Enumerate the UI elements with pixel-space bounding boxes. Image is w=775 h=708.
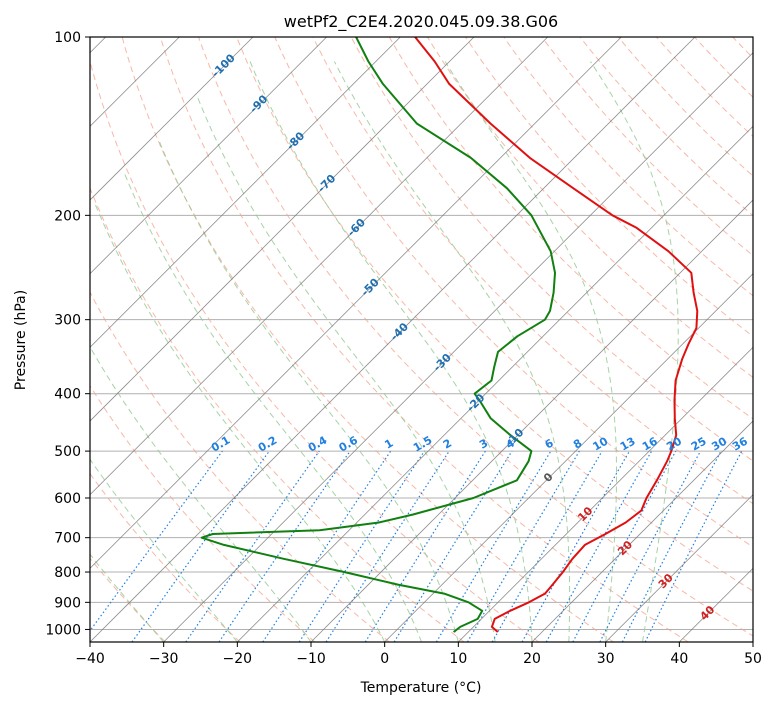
isotherm-line [90,37,622,569]
moist-adiabat [249,61,533,642]
x-tick-label: −30 [149,651,179,667]
mixing-ratio-line [572,450,677,642]
dry-adiabat [312,37,753,505]
dry-adiabat [503,37,753,297]
mixing-ratio-line [131,450,270,642]
isotherm-line [90,37,401,348]
isotherms [90,37,753,642]
dry-adiabat [274,37,753,548]
moist-adiabat [124,173,422,642]
y-axis-ticks: 1000 900 800 700 600 500 400 300 200 100 [45,30,90,638]
x-tick-label: 30 [597,651,615,667]
moist-adiabats [90,61,679,642]
x-tick-label: −20 [223,651,253,667]
x-tick-label: 0 [380,651,389,667]
moist-adiabat [195,94,496,642]
x-tick-label: −40 [75,651,105,667]
moist-adiabat [90,345,312,642]
isotherm-line [531,420,753,642]
dry-adiabat [90,186,465,642]
y-tick-label: 1000 [45,622,81,638]
dry-adiabats [90,37,753,642]
mixing-ratio-line [364,450,486,642]
chart-title: wetPf2_C2E4.2020.045.09.38.G06 [284,12,558,32]
x-tick-label: −10 [296,651,326,667]
isotherm-line [237,125,753,642]
dewpoint-profile-line [200,37,556,633]
y-tick-label: 400 [54,387,81,403]
mixing-ratio-line [521,450,631,642]
y-tick-label: 100 [54,30,81,46]
isotherm-line [163,52,753,642]
y-axis-title: Pressure (hPa) [13,290,29,390]
y-tick-label: 900 [54,595,81,611]
isotherm-line [90,37,254,201]
moist-adiabat [90,553,165,642]
isotherm-line [458,346,753,642]
x-tick-label: 50 [744,651,762,667]
y-tick-label: 800 [54,565,81,581]
dry-adiabat [236,37,753,592]
mixing-ratio-line [218,450,351,642]
dry-adiabat [198,37,753,637]
isotherm-line [384,273,753,642]
mixing-ratio-line [393,450,513,642]
mixing-ratio-line [435,450,552,642]
x-tick-label: 10 [449,651,467,667]
x-tick-label: 20 [523,651,541,667]
moist-adiabat [444,61,617,642]
isotherm-line [90,37,475,422]
dry-adiabat [159,37,689,642]
plot-frame [89,36,754,643]
mixing-ratio-line [466,450,580,642]
dry-adiabat [617,37,753,177]
mixing-ratio-lines [90,450,743,642]
x-tick-label: 40 [670,651,688,667]
moist-adiabat [93,201,386,642]
x-axis-title: Temperature (°C) [360,680,482,696]
temperature-profile-line [414,37,699,633]
dry-adiabat [426,37,753,378]
moist-adiabat [590,61,679,642]
isotherm-line [90,37,696,642]
dry-adiabat [90,291,390,642]
y-tick-label: 700 [54,531,81,547]
dry-adiabat [121,37,614,642]
sounding-series [200,37,699,633]
y-tick-label: 500 [54,444,81,460]
x-axis-ticks: −40 −30 −20 −10 0 10 20 30 40 50 [75,642,762,667]
isotherm-line [90,37,327,275]
moist-adiabat [333,61,571,642]
isotherm-line [605,494,753,642]
y-tick-label: 600 [54,491,81,507]
dry-adiabat [90,59,540,642]
dry-adiabat [388,37,753,420]
pressure-gridlines [90,37,753,630]
isotherm-line [90,37,548,496]
y-tick-label: 200 [54,208,81,224]
mixing-ratio-line [90,450,223,632]
isotherm-line [310,199,753,642]
mixing-ratio-line [185,450,320,642]
mixing-ratio-line [325,450,450,642]
y-tick-label: 300 [54,313,81,329]
moist-adiabat [158,141,459,642]
